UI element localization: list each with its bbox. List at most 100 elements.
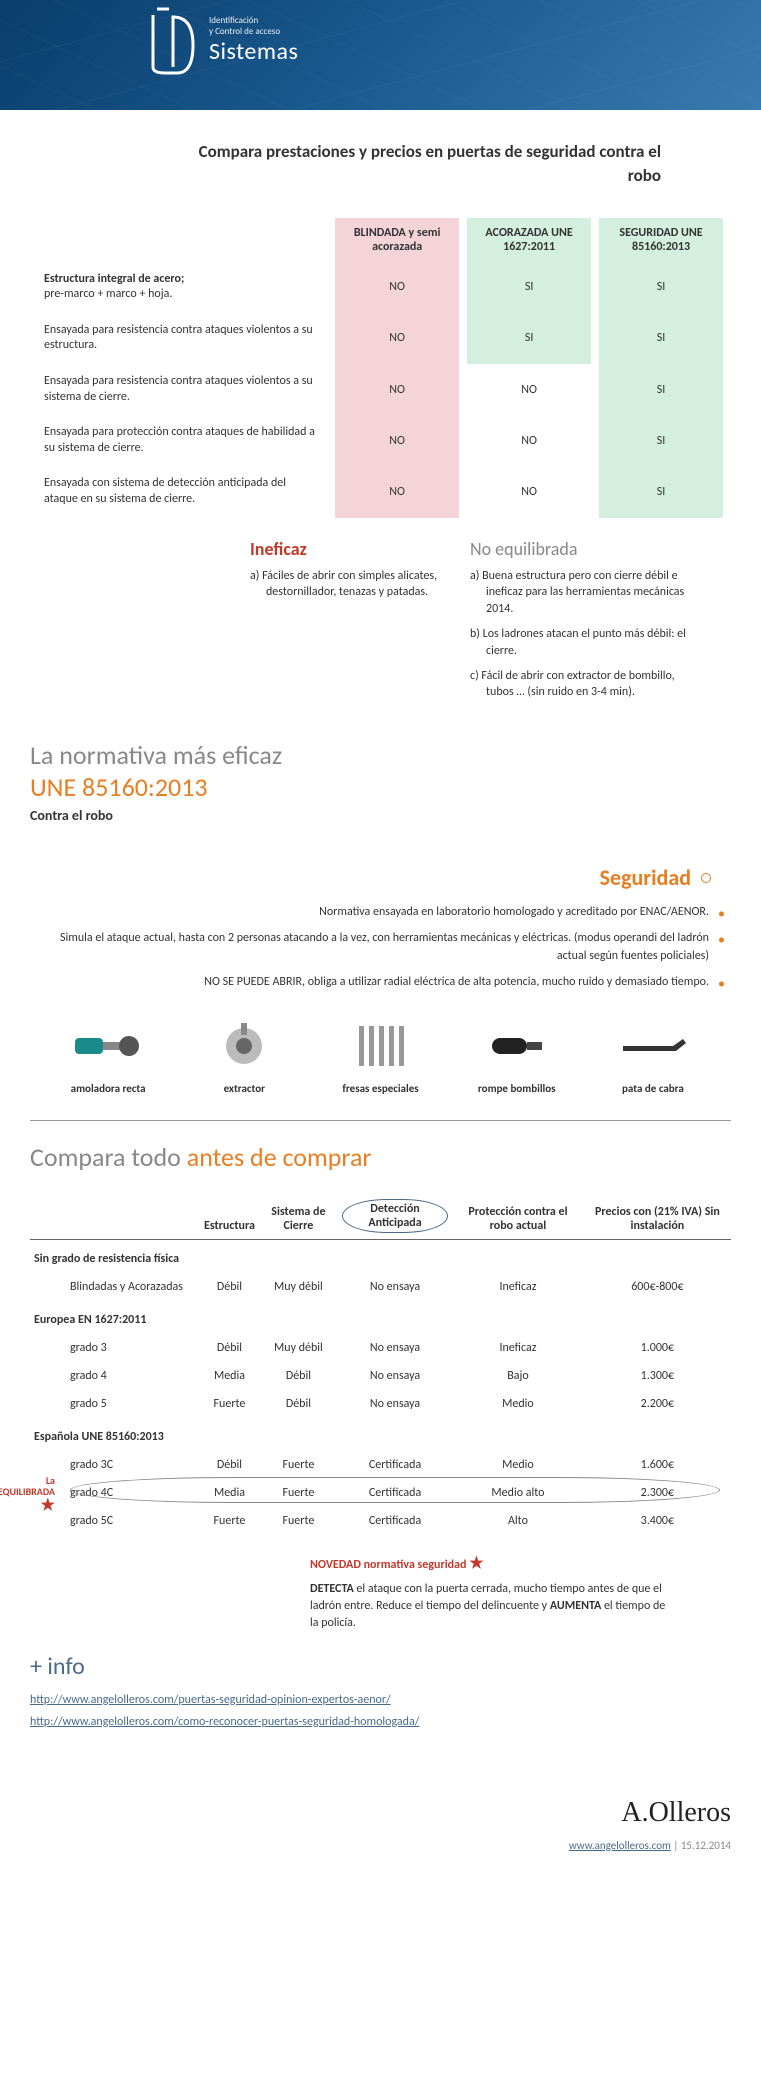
price-cell: Certificada [338, 1479, 452, 1507]
info-link[interactable]: http://www.angelolleros.com/puertas-segu… [30, 1693, 731, 1707]
footer-url-link[interactable]: www.angelolleros.com [569, 1839, 671, 1852]
tool-icon [312, 1016, 448, 1076]
noequil-title: No equilibrada [470, 538, 690, 560]
info-link[interactable]: http://www.angelolleros.com/como-reconoc… [30, 1715, 731, 1729]
compara-heading: Compara todo antes de comprar [30, 1141, 731, 1173]
page-footer: A.Olleros www.angelolleros.com | 15.12.2… [0, 1797, 761, 1852]
price-cell: Fuerte [259, 1451, 338, 1479]
normativa-line3: Contra el robo [30, 807, 731, 824]
price-cell: Media [200, 1362, 259, 1390]
grade-name: grado 3 [30, 1334, 200, 1362]
price-cell: Medio alto [452, 1479, 584, 1507]
t2-header: Sistema de Cierre [259, 1193, 338, 1240]
tool-item: fresas especiales [312, 1016, 448, 1095]
grade-name: grado 3C [30, 1451, 200, 1479]
t2-header: Detección Anticipada [338, 1193, 452, 1240]
noequil-item: b) Los ladrones atacan el punto más débi… [470, 626, 690, 660]
signature: A.Olleros [0, 1797, 731, 1829]
seguridad-section: Seguridad Normativa ensayada en laborato… [30, 864, 731, 991]
price-row: Blindadas y AcorazadasDébilMuy débilNo e… [30, 1273, 731, 1301]
feature-label: Ensayada para protección contra ataques … [38, 415, 327, 466]
price-cell: No ensaya [338, 1362, 452, 1390]
tool-label: rompe bombillos [449, 1082, 585, 1095]
price-cell: Débil [200, 1334, 259, 1362]
star-icon: ★ [469, 1554, 483, 1573]
detecta-text: DETECTA el ataque con la puerta cerrada,… [310, 1581, 670, 1631]
comparison-cell: SI [599, 415, 723, 466]
bullet-icon [701, 873, 711, 883]
comparison-cell: NO [335, 364, 459, 415]
tool-item: extractor [176, 1016, 312, 1095]
price-cell: Medio [452, 1451, 584, 1479]
price-comparison-table: EstructuraSistema de CierreDetección Ant… [30, 1193, 731, 1535]
compara-orange: antes de comprar [187, 1141, 372, 1173]
section-title: Europea EN 1627:2011 [30, 1301, 731, 1334]
price-cell: Muy débil [259, 1334, 338, 1362]
price-cell: Media [200, 1479, 259, 1507]
price-row: grado 3DébilMuy débilNo ensayaIneficaz1.… [30, 1334, 731, 1362]
price-row: grado 4MediaDébilNo ensayaBajo1.300€ [30, 1362, 731, 1390]
tools-row: amoladora rectaextractorfresas especiale… [30, 1016, 731, 1095]
price-row: grado 5FuerteDébilNo ensayaMedio2.200€ [30, 1390, 731, 1418]
price-cell: No ensaya [338, 1334, 452, 1362]
feature-label: Ensayada para resistencia contra ataques… [38, 364, 327, 415]
logo-title: Sistemas [209, 37, 298, 66]
col-header-seguridad: SEGURIDAD UNE 85160:2013 [599, 218, 723, 262]
seguridad-item: NO SE PUEDE ABRIR, obliga a utilizar rad… [30, 973, 731, 991]
ineficaz-title: Ineficaz [250, 538, 450, 560]
logo: Identificación y Control de acceso Siste… [145, 5, 298, 77]
comparison-cell: NO [335, 262, 459, 313]
comparison-cell: SI [599, 262, 723, 313]
comparison-cell: SI [599, 466, 723, 517]
price-cell: Débil [200, 1273, 259, 1301]
noequil-item: c) Fácil de abrir con extractor de bombi… [470, 668, 690, 702]
price-cell: Certificada [338, 1451, 452, 1479]
price-cell: Fuerte [259, 1507, 338, 1535]
grade-name: grado 5C [30, 1507, 200, 1535]
logo-subtitle-1: Identificación [209, 16, 298, 27]
price-row: grado 3CDébilFuerteCertificadaMedio1.600… [30, 1451, 731, 1479]
grade-name: grado 4 [30, 1362, 200, 1390]
tool-item: amoladora recta [40, 1016, 176, 1095]
comparison-cell: SI [599, 364, 723, 415]
tool-item: pata de cabra [585, 1016, 721, 1095]
grade-name: grado 5 [30, 1390, 200, 1418]
lamas-badge: Lamás EQUILIBRADA ★ [0, 1475, 55, 1515]
ineficaz-item: a) Fáciles de abrir con simples alicates… [250, 568, 450, 602]
tool-label: fresas especiales [312, 1082, 448, 1095]
price-cell: 1.300€ [584, 1362, 731, 1390]
t2-header: Estructura [200, 1193, 259, 1240]
price-cell: 1.000€ [584, 1334, 731, 1362]
seguridad-title: Seguridad [600, 864, 691, 891]
feature-label: Estructura integral de acero;pre-marco +… [38, 262, 327, 313]
normativa-line1: La normativa más eficaz [30, 739, 731, 771]
price-cell: Ineficaz [452, 1334, 584, 1362]
t2-header: Protección contra el robo actual [452, 1193, 584, 1240]
grade-name: Blindadas y Acorazadas [30, 1273, 200, 1301]
feature-label: Ensayada para resistencia contra ataques… [38, 313, 327, 364]
price-cell: Fuerte [259, 1479, 338, 1507]
grade-name: grado 4CLamás EQUILIBRADA ★ [30, 1479, 200, 1507]
comparison-cell: NO [467, 364, 591, 415]
comparison-cell: SI [599, 313, 723, 364]
novedad-label: NOVEDAD normativa seguridad ★ [310, 1553, 731, 1573]
feature-label: Ensayada con sistema de detección antici… [38, 466, 327, 517]
tool-icon [449, 1016, 585, 1076]
tool-icon [176, 1016, 312, 1076]
comparison-table: BLINDADA y semi acorazada ACORAZADA UNE … [30, 218, 731, 518]
tool-label: amoladora recta [40, 1082, 176, 1095]
seguridad-item: Normativa ensayada en laboratorio homolo… [30, 903, 731, 921]
price-cell: Débil [200, 1451, 259, 1479]
price-cell: Fuerte [200, 1390, 259, 1418]
price-cell: Medio [452, 1390, 584, 1418]
noequil-item: a) Buena estructura pero con cierre débi… [470, 568, 690, 618]
annotation-no-equilibrada: No equilibrada a) Buena estructura pero … [470, 538, 690, 710]
price-cell: 1.600€ [584, 1451, 731, 1479]
price-cell: Muy débil [259, 1273, 338, 1301]
price-cell: Ineficaz [452, 1273, 584, 1301]
annotation-ineficaz: Ineficaz a) Fáciles de abrir con simples… [250, 538, 450, 710]
price-cell: No ensaya [338, 1390, 452, 1418]
price-cell: Débil [259, 1390, 338, 1418]
divider [30, 1120, 731, 1121]
info-heading: + info [30, 1652, 731, 1681]
